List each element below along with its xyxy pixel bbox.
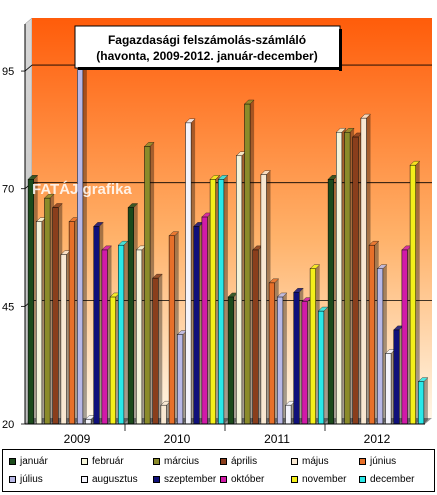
bar <box>217 175 229 425</box>
legend-label: április <box>231 456 258 467</box>
legend-label: augusztus <box>92 474 138 485</box>
legend-swatch <box>81 476 88 483</box>
bar <box>417 377 429 425</box>
bar <box>276 292 288 425</box>
x-tick-label: 2011 <box>264 432 290 446</box>
legend: január február március április május június jú… <box>2 449 435 492</box>
gridline-side <box>24 64 33 72</box>
chart-title: Fagazdasági felszámolás-számláló (havonta… <box>74 25 342 71</box>
x-tick-label: 2009 <box>64 432 91 446</box>
chart-title-line: Fagazdasági felszámolás-számláló <box>108 33 306 47</box>
watermark: FATÁJ grafika <box>32 181 132 198</box>
legend-swatch <box>9 458 16 465</box>
legend-label: január <box>20 456 48 467</box>
legend-swatch <box>359 458 366 465</box>
legend-label: március <box>164 456 200 467</box>
x-tick-label: 2012 <box>364 432 391 446</box>
bar <box>76 43 88 425</box>
legend-swatch <box>220 476 227 483</box>
legend-label: november <box>302 474 347 485</box>
chart-title-line: (havonta, 2009-2012. január-december) <box>96 49 317 63</box>
legend-label: december <box>370 474 415 485</box>
y-tick-label: 70 <box>2 184 14 196</box>
legend-label: február <box>92 456 124 467</box>
bar <box>317 306 329 425</box>
legend-label: május <box>302 456 329 467</box>
x-tick-label: 2010 <box>164 432 191 446</box>
legend-swatch <box>9 476 16 483</box>
legend-swatch <box>291 458 298 465</box>
legend-label: szeptember <box>164 474 217 485</box>
bar <box>409 160 421 425</box>
legend-label: július <box>20 474 43 485</box>
legend-label: június <box>370 456 397 467</box>
legend-swatch <box>153 458 160 465</box>
y-tick-label: 20 <box>2 419 14 431</box>
bar <box>152 273 163 425</box>
bar <box>117 240 129 425</box>
legend-swatch <box>220 458 227 465</box>
legend-label: október <box>231 474 265 485</box>
legend-swatch <box>291 476 298 483</box>
legend-swatch <box>81 458 88 465</box>
y-tick-label: 95 <box>2 66 14 78</box>
y-tick-label: 45 <box>2 301 14 313</box>
legend-swatch <box>153 476 160 483</box>
legend-swatch <box>359 476 366 483</box>
